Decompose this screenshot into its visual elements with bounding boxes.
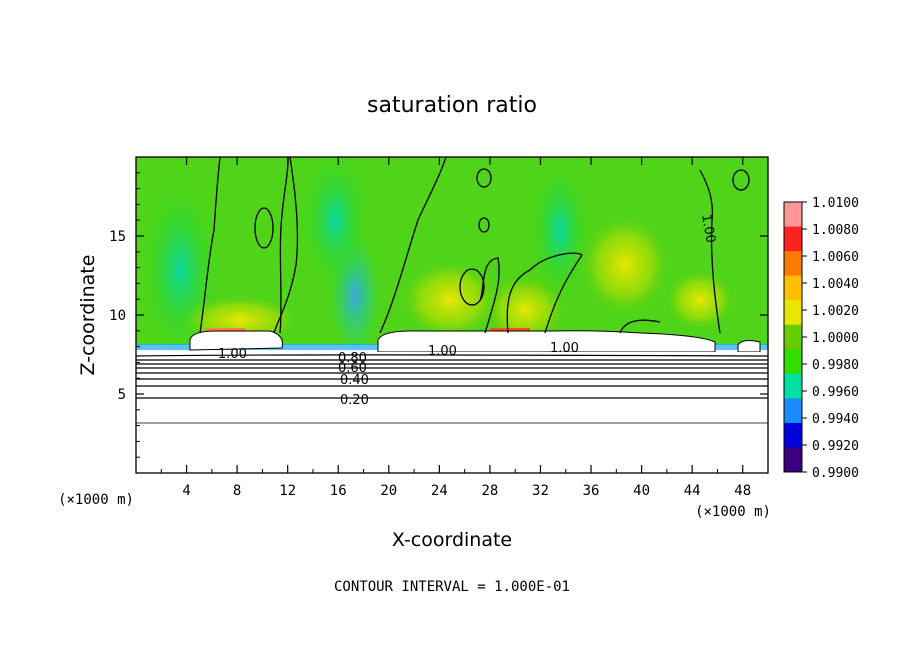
contour-label: 0.60 xyxy=(338,361,367,376)
contour-label: 0.20 xyxy=(340,393,369,408)
contour-label: 1.00 xyxy=(698,213,718,244)
x-tick-label: 36 xyxy=(583,483,600,499)
colorbar-swatch xyxy=(784,349,802,375)
x-tick-label: 24 xyxy=(431,483,448,499)
x-tick-label: 20 xyxy=(380,483,397,499)
field-yellow-region xyxy=(485,275,565,345)
cloud-patch xyxy=(377,330,716,353)
contour-lines-upper xyxy=(199,157,750,334)
contour-label: 1.00 xyxy=(550,341,579,356)
cloud-patch xyxy=(189,330,283,351)
colorbar-swatch xyxy=(784,275,802,301)
colorbar-swatch xyxy=(784,251,802,277)
y-axis: 5 10 15 xyxy=(109,172,768,458)
colorbar-tick-label: 0.9980 xyxy=(812,358,859,373)
y-tick-label: 10 xyxy=(109,308,126,324)
colorbar-tick-label: 1.0000 xyxy=(812,331,859,346)
y-tick-label: 5 xyxy=(118,387,126,403)
field-yellow-region xyxy=(665,270,735,330)
contour-label: 0.40 xyxy=(340,373,369,388)
contour-interval-note: CONTOUR INTERVAL = 1.000E-01 xyxy=(334,579,570,595)
colorbar-swatch xyxy=(784,226,802,252)
contour-labels: 1.00 1.00 1.00 0.80 0.60 0.40 0.20 1.00 xyxy=(218,213,718,408)
field-red-strip xyxy=(205,328,245,332)
field-cyan-region xyxy=(300,157,370,290)
x-tick-label: 12 xyxy=(279,483,296,499)
colorbar-tick-label: 1.0040 xyxy=(812,277,859,292)
colorbar-swatch xyxy=(784,202,802,228)
cloud-patch xyxy=(737,340,761,353)
colorbar-tick-label: 1.0100 xyxy=(812,196,859,211)
colorbar-tick-label: 0.9900 xyxy=(812,466,859,481)
contour-label: 1.00 xyxy=(218,347,247,362)
y-axis-label: Z-coordinate xyxy=(77,255,99,376)
colorbar-tick-label: 0.9940 xyxy=(812,412,859,427)
x-tick-label: 4 xyxy=(182,483,190,499)
y-unit-label: (×1000 m) xyxy=(58,492,134,508)
below-cloud-region xyxy=(136,352,768,473)
x-tick-label: 48 xyxy=(734,483,751,499)
colorbar-swatch xyxy=(784,447,802,473)
x-tick-label: 32 xyxy=(532,483,549,499)
colorbar-tick-label: 1.0060 xyxy=(812,250,859,265)
chart-title: saturation ratio xyxy=(367,93,537,118)
colorbar-swatch xyxy=(784,300,802,326)
colorbar: 1.0100 1.0080 1.0060 1.0040 1.0020 1.0000 0.99… xyxy=(783,196,859,481)
x-tick-label: 44 xyxy=(684,483,701,499)
colorbar-swatch xyxy=(784,398,802,424)
colorbar-tick-label: 0.9920 xyxy=(812,439,859,454)
field-yellow-region xyxy=(580,215,670,315)
x-axis: 4 8 12 16 20 24 28 32 36 40 44 48 xyxy=(160,157,751,499)
contour-label: 1.00 xyxy=(428,344,457,359)
contour-label: 0.80 xyxy=(338,351,367,366)
field-red-strip xyxy=(490,328,530,332)
colorbar-tick-label: 0.9960 xyxy=(812,385,859,400)
y-tick-label: 15 xyxy=(109,229,126,245)
x-axis-label: X-coordinate xyxy=(392,529,512,551)
x-tick-label: 16 xyxy=(330,483,347,499)
colorbar-swatch xyxy=(784,373,802,399)
colorbar-tick-label: 1.0080 xyxy=(812,223,859,238)
colorbar-swatch xyxy=(784,422,802,448)
x-unit-label: (×1000 m) xyxy=(695,504,771,520)
colorbar-tick-label: 1.0020 xyxy=(812,304,859,319)
colorbar-swatch xyxy=(784,324,802,350)
x-tick-label: 28 xyxy=(481,483,498,499)
x-tick-label: 40 xyxy=(633,483,650,499)
x-tick-label: 8 xyxy=(233,483,241,499)
field-yellow-region xyxy=(400,260,500,340)
plot-area: 1.00 1.00 1.00 0.80 0.60 0.40 0.20 1.00 xyxy=(136,157,768,473)
